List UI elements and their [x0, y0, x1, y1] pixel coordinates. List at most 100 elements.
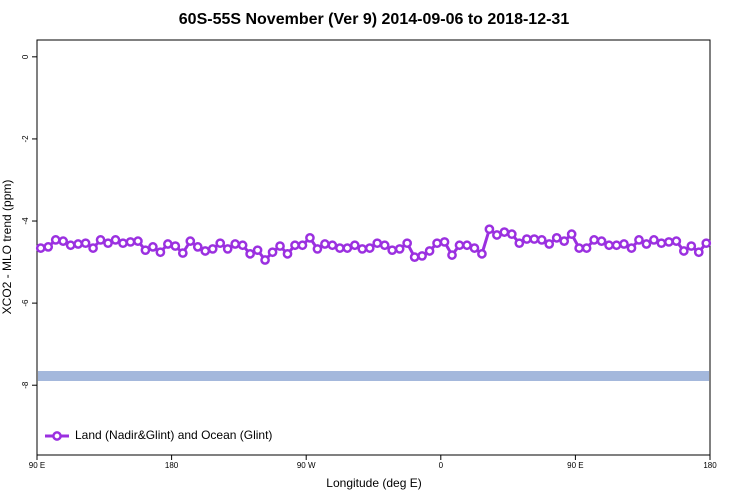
point: [342, 243, 353, 253]
point: [693, 247, 704, 258]
point: [260, 255, 270, 265]
y-tick-label: -8: [21, 381, 30, 389]
y-axis-label: XCO2 - MLO trend (ppm): [0, 180, 14, 315]
point: [589, 235, 599, 245]
x-tick-label: 90 E: [29, 461, 45, 470]
point: [364, 243, 375, 253]
point: [155, 247, 166, 258]
point: [559, 236, 570, 246]
point: [222, 244, 233, 254]
x-tick-label: 0: [439, 461, 444, 470]
x-tick-label: 90 E: [567, 461, 583, 470]
point: [499, 227, 510, 237]
point: [551, 233, 562, 243]
point: [58, 236, 69, 246]
point: [409, 252, 420, 262]
point: [163, 239, 173, 249]
point: [192, 242, 203, 252]
point: [424, 246, 435, 256]
point: [185, 236, 196, 246]
point: [110, 235, 121, 245]
point: [335, 243, 345, 253]
point: [626, 243, 637, 253]
point: [349, 240, 360, 251]
point: [35, 243, 46, 253]
point: [387, 245, 398, 256]
point: [574, 243, 584, 253]
point: [649, 235, 659, 245]
point: [506, 229, 517, 240]
point: [454, 240, 465, 251]
point: [43, 242, 54, 252]
point: [267, 247, 278, 258]
y-tick-label: -6: [21, 299, 30, 307]
point: [596, 236, 607, 246]
point: [327, 240, 338, 251]
point: [177, 248, 188, 258]
point: [140, 245, 151, 256]
point: [372, 238, 383, 249]
point: [275, 241, 285, 251]
point: [484, 224, 495, 235]
point: [432, 238, 442, 249]
point: [656, 238, 667, 249]
point: [305, 233, 315, 243]
legend-swatch-point: [52, 431, 62, 441]
point: [148, 242, 158, 252]
y-tick-label: -2: [21, 135, 30, 143]
point: [536, 235, 547, 245]
point: [200, 246, 211, 256]
coverage-band: [38, 371, 709, 381]
point: [529, 234, 540, 244]
point: [215, 238, 226, 249]
point: [402, 238, 412, 249]
x-tick-label: 90 W: [297, 461, 316, 470]
point: [133, 236, 143, 246]
point: [50, 235, 61, 245]
point: [686, 241, 697, 251]
point: [492, 230, 502, 240]
point: [664, 237, 674, 247]
x-axis-label: Longitude (deg E): [326, 476, 421, 490]
point: [611, 240, 622, 251]
point: [297, 240, 308, 251]
point: [394, 244, 405, 254]
legend-label: Land (Nadir&Glint) and Ocean (Glint): [75, 428, 272, 442]
point: [65, 240, 76, 251]
x-tick-label: 180: [703, 461, 717, 470]
point: [73, 239, 83, 249]
point: [439, 237, 450, 247]
point: [462, 240, 472, 251]
point: [80, 238, 91, 249]
point: [103, 238, 113, 249]
point: [320, 239, 330, 249]
point: [245, 249, 255, 259]
y-tick-label: 0: [21, 54, 30, 59]
point: [619, 239, 629, 249]
point: [252, 245, 263, 256]
point: [671, 236, 682, 246]
point: [379, 240, 390, 251]
point: [417, 251, 427, 261]
point: [678, 246, 689, 256]
point: [447, 250, 457, 260]
point: [230, 239, 241, 249]
point: [514, 238, 525, 249]
point: [125, 237, 136, 247]
y-tick-label: -4: [21, 217, 30, 225]
point: [282, 249, 293, 259]
point: [477, 249, 487, 259]
point: [634, 235, 644, 245]
point: [701, 238, 712, 249]
point: [118, 238, 128, 249]
point: [357, 244, 368, 254]
point: [604, 240, 614, 251]
point: [95, 235, 106, 245]
point: [641, 239, 652, 249]
point: [207, 244, 218, 254]
point: [290, 240, 300, 251]
point: [521, 234, 532, 244]
point: [170, 241, 181, 251]
point: [312, 244, 323, 254]
